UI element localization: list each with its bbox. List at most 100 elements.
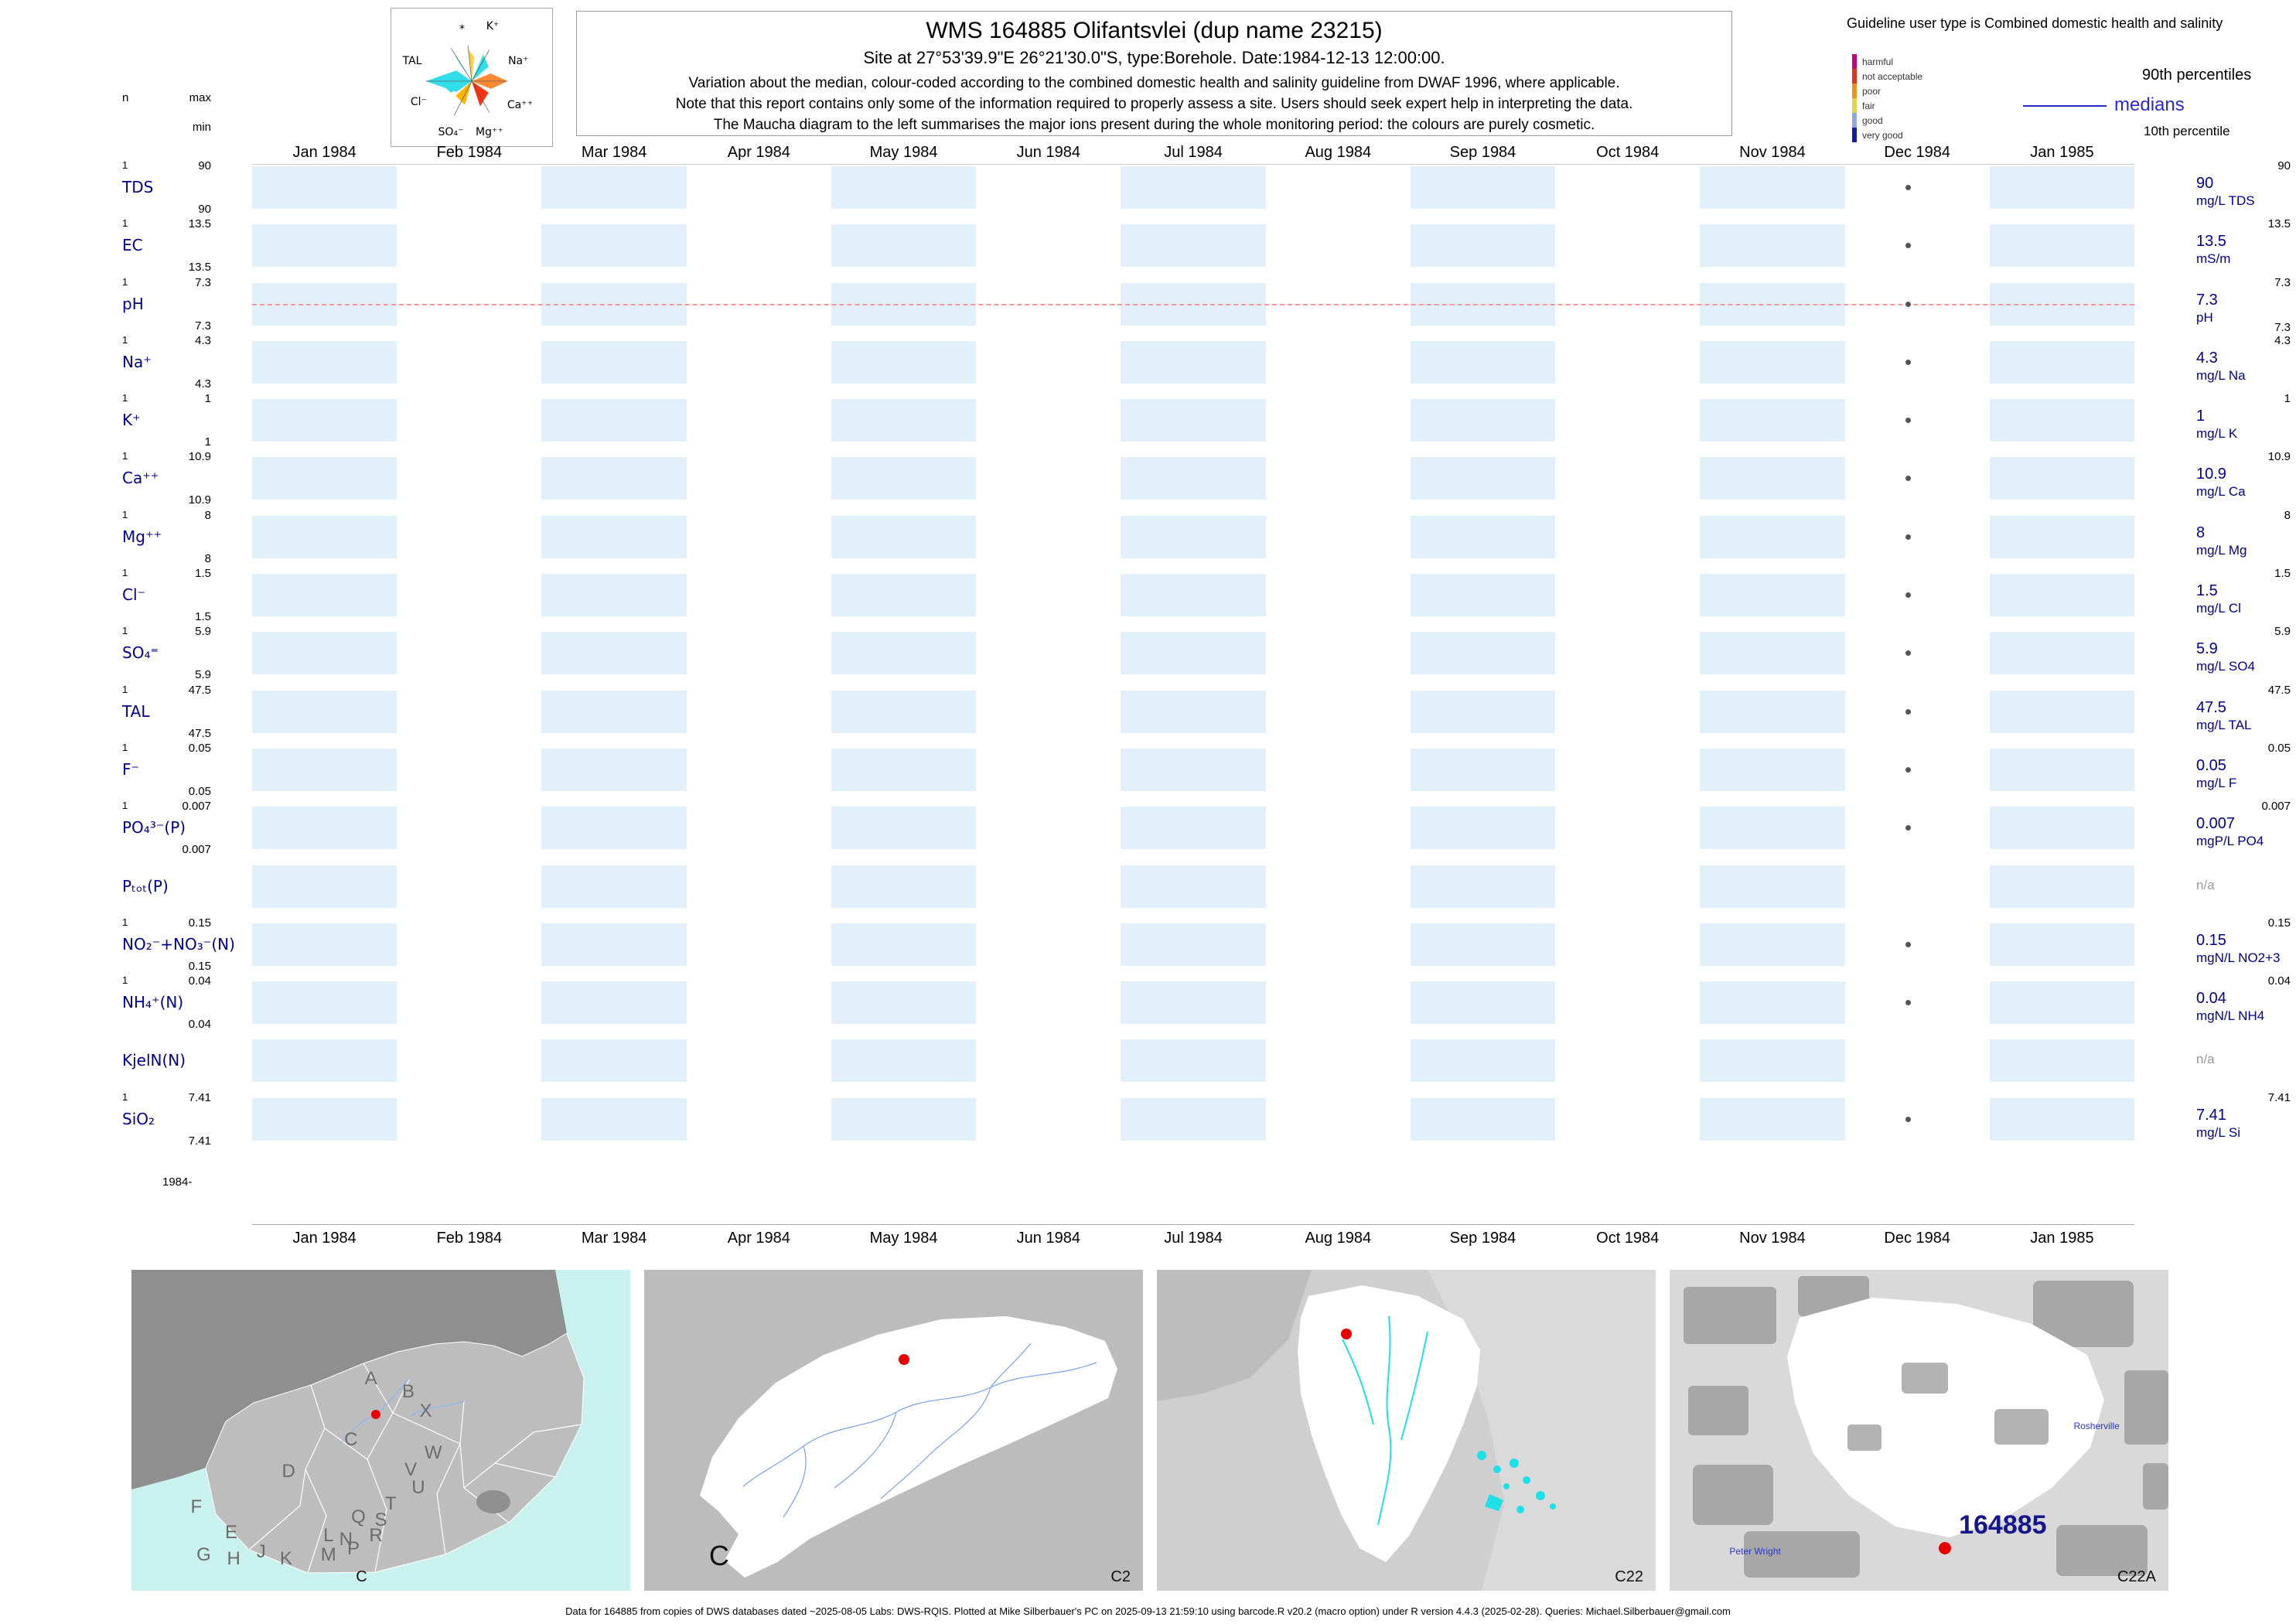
month-stripe: [1410, 166, 1556, 209]
month-stripe: [831, 574, 977, 617]
max-value: 47.5: [188, 683, 211, 697]
maucha-ion-label: TAL: [402, 54, 422, 67]
row-left-labels: 1 7.3 7.3 pH: [122, 276, 211, 333]
month-stripe: [831, 166, 977, 209]
guideline-scale-item: harmful: [1852, 54, 1922, 69]
month-stripe: [976, 807, 1121, 849]
month-stripe: [1989, 1097, 2135, 1141]
month-stripe: [1121, 748, 1266, 791]
unit-label: mgN/L NO2+3: [2196, 950, 2281, 965]
param-label: SiO₂: [122, 1109, 155, 1128]
median-value: 0.05: [2196, 756, 2226, 774]
month-stripe: [1555, 574, 1700, 616]
month-stripe: [1410, 807, 1556, 850]
max-value: 0.007: [182, 800, 211, 814]
month-stripe: [1845, 865, 1990, 908]
n-count: 1: [122, 275, 128, 288]
min-value: 0.007: [182, 843, 211, 857]
median-value: 1: [2196, 408, 2206, 425]
guideline-scale-item: poor: [1852, 84, 1922, 98]
min-value: 8: [204, 551, 211, 565]
place-label-rosherville: Rosherville: [2073, 1421, 2120, 1432]
p90-value: 8: [2284, 508, 2291, 522]
month-stripe: [1555, 457, 1700, 500]
param-label: SO₄⁼: [122, 643, 159, 663]
row-left-labels: 1 13.5 13.5 EC: [122, 217, 211, 274]
n-max-line: 1 4.3: [122, 334, 211, 347]
month-label: Jan 1985: [2030, 144, 2094, 161]
month-stripe: [1700, 1039, 1845, 1083]
unit-label: mg/L K: [2196, 426, 2238, 442]
month-stripe: [252, 690, 397, 733]
param-label: TAL: [122, 701, 150, 721]
month-stripe: [1989, 807, 2135, 850]
na-label: n/a: [2196, 1052, 2215, 1067]
month-stripe: [1845, 923, 1990, 966]
param-label: NO₂⁻+NO₃⁻(N): [122, 934, 235, 954]
month-stripe: [1121, 807, 1266, 850]
month-stripe: [1555, 865, 1700, 908]
month-stripe: [1845, 691, 1990, 733]
month-stripe: [831, 399, 977, 442]
month-stripe: [397, 224, 541, 267]
month-label: Apr 1984: [727, 1230, 790, 1247]
row-left-labels: 1 7.41 7.41 SiO₂: [122, 1091, 211, 1148]
month-stripe: [1266, 865, 1411, 908]
month-stripe: [1989, 632, 2135, 675]
month-stripe: [1845, 632, 1990, 674]
month-stripe: [1266, 691, 1411, 733]
title-note-2: Note that this report contains only some…: [675, 95, 1633, 112]
month-stripe: [252, 1097, 397, 1141]
drainage-region-letter: A: [364, 1368, 377, 1390]
drainage-region-letter: S: [374, 1509, 387, 1530]
p90-value: 4.3: [2274, 333, 2291, 347]
month-stripe: [252, 807, 397, 850]
n-max-line: 1 1.5: [122, 567, 211, 580]
month-stripe: [1700, 399, 1845, 442]
drainage-region-letter: J: [256, 1541, 266, 1563]
month-stripe: [1121, 1039, 1266, 1083]
unit-label: mg/L TDS: [2196, 193, 2255, 208]
month-stripe: [1121, 923, 1266, 966]
month-stripe: [1555, 341, 1700, 384]
param-row-mg: 1 8 8 Mg⁺⁺ 8 8 mg/L Mg: [0, 509, 2296, 574]
month-stripe: [1700, 865, 1845, 908]
month-stripe: [831, 457, 977, 500]
axis-line-bottom: [252, 1224, 2134, 1225]
month-stripe: [1555, 691, 1700, 733]
month-stripe: [1555, 1039, 1700, 1082]
month-stripe: [541, 399, 687, 442]
month-stripe: [1266, 1039, 1411, 1082]
report-title: WMS 164885 Olifantsvlei (dup name 23215): [926, 18, 1383, 43]
month-stripe: [252, 923, 397, 966]
drainage-region-letter: M: [320, 1544, 336, 1566]
unit-label: mS/m: [2196, 251, 2231, 267]
unit-label: mg/L Na: [2196, 367, 2246, 383]
unit-label: mg/L F: [2196, 775, 2237, 790]
drainage-region-letter: P: [347, 1538, 360, 1560]
p90-value: 0.007: [2261, 800, 2291, 814]
month-stripe: [1121, 224, 1266, 268]
n-max-line: 1 5.9: [122, 625, 211, 638]
month-stripe: [1121, 690, 1266, 733]
row-right-labels: 5.9 5.9 mg/L SO4: [2196, 625, 2291, 674]
max-value: 90: [198, 159, 211, 172]
site-id-label: 164885: [1959, 1510, 2047, 1540]
month-stripe: [252, 166, 397, 209]
sample-dot: [1905, 650, 1911, 657]
row-left-labels: 1 4.3 4.3 Na⁺: [122, 334, 211, 391]
row-left-labels: 1 0.15 0.15 NO₂⁻+NO₃⁻(N): [122, 916, 235, 973]
row-right-labels: 47.5 47.5 mg/L TAL: [2196, 684, 2291, 733]
month-label: Jun 1984: [1016, 144, 1080, 161]
report-title-box: WMS 164885 Olifantsvlei (dup name 23215)…: [576, 11, 1732, 136]
month-stripe: [1989, 690, 2135, 733]
month-stripe: [252, 1039, 397, 1083]
month-stripe: [252, 340, 397, 384]
month-stripe: [1700, 1097, 1845, 1141]
month-stripe: [1121, 166, 1266, 209]
p90-value: 0.05: [2267, 741, 2291, 755]
month-stripe: [541, 224, 687, 268]
month-label: Jul 1984: [1164, 1230, 1223, 1247]
max-value: 0.15: [188, 916, 211, 930]
